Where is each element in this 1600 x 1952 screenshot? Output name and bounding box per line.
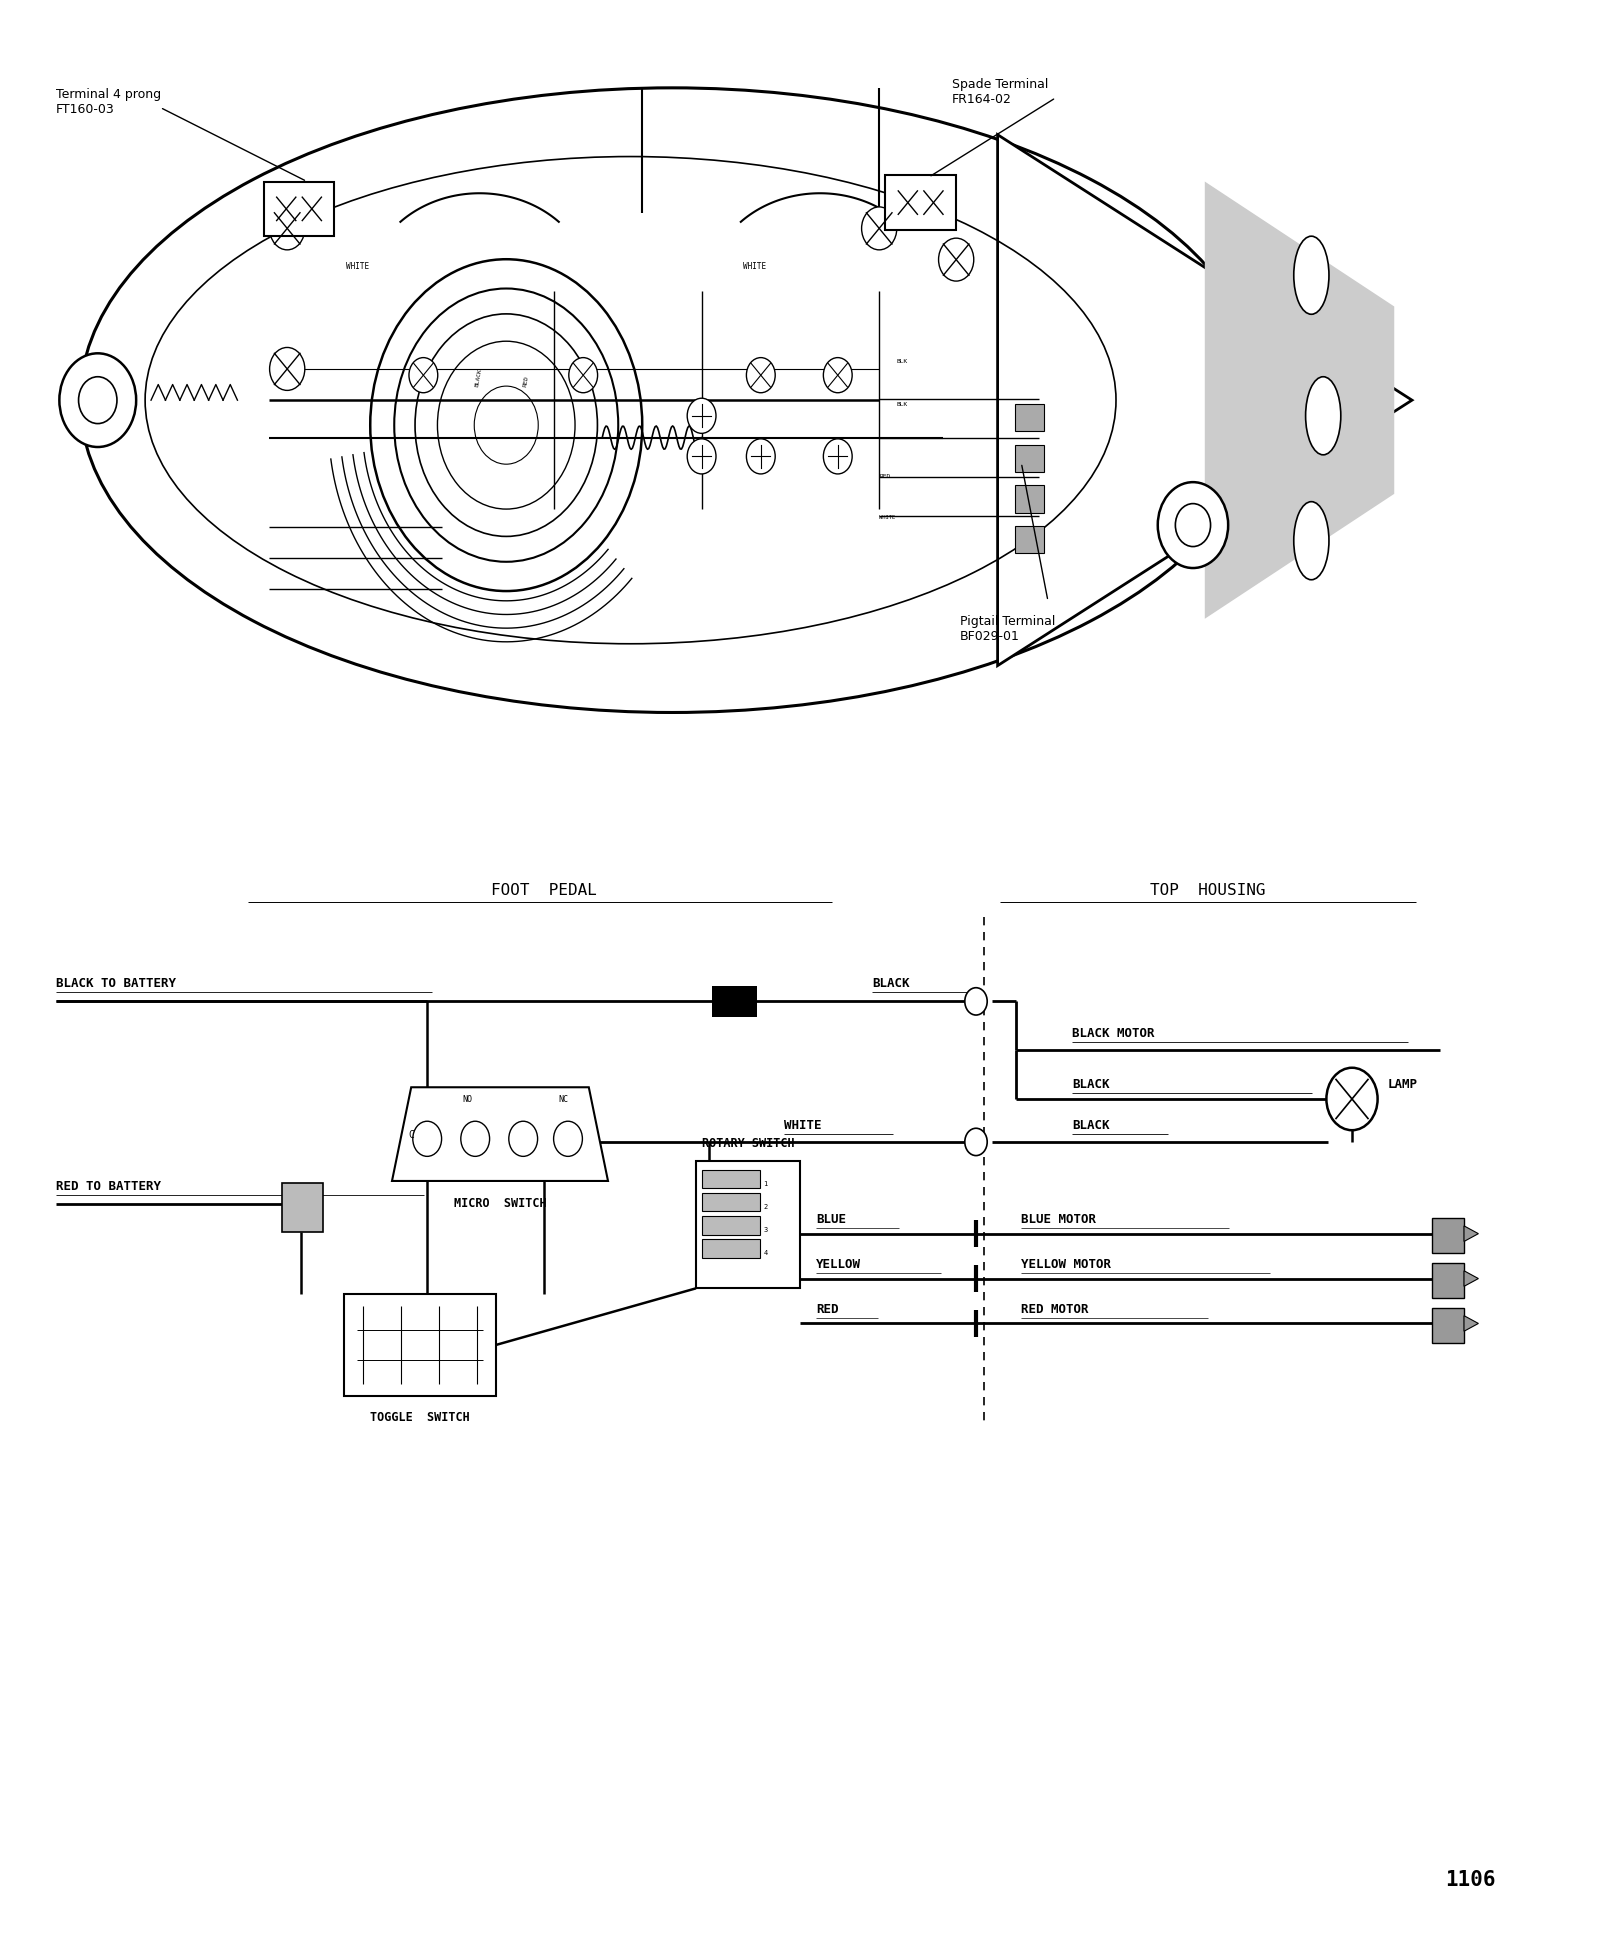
Text: MICRO  SWITCH: MICRO SWITCH bbox=[454, 1197, 546, 1210]
Text: WHITE: WHITE bbox=[880, 515, 896, 519]
Circle shape bbox=[746, 357, 774, 392]
Text: ROTARY SWITCH: ROTARY SWITCH bbox=[702, 1136, 794, 1150]
Text: NC: NC bbox=[558, 1095, 568, 1105]
Text: WHITE: WHITE bbox=[346, 262, 370, 271]
Bar bbox=[885, 176, 955, 230]
Circle shape bbox=[688, 439, 717, 474]
Circle shape bbox=[824, 439, 853, 474]
Text: RED TO BATTERY: RED TO BATTERY bbox=[56, 1179, 162, 1193]
Circle shape bbox=[1158, 482, 1229, 568]
Text: BLUE: BLUE bbox=[816, 1212, 846, 1226]
Circle shape bbox=[554, 1120, 582, 1156]
Circle shape bbox=[965, 1128, 987, 1156]
Text: TOGGLE  SWITCH: TOGGLE SWITCH bbox=[370, 1411, 470, 1425]
Circle shape bbox=[78, 377, 117, 424]
Bar bbox=[282, 1183, 323, 1232]
Bar bbox=[1016, 404, 1045, 431]
Circle shape bbox=[461, 1120, 490, 1156]
Text: TOP  HOUSING: TOP HOUSING bbox=[1150, 882, 1266, 898]
Text: WHITE: WHITE bbox=[742, 262, 766, 271]
Bar bbox=[702, 1193, 760, 1212]
Ellipse shape bbox=[1306, 377, 1341, 455]
Bar bbox=[712, 986, 757, 1017]
Text: NO: NO bbox=[462, 1095, 472, 1105]
Bar bbox=[264, 182, 334, 236]
Bar bbox=[702, 1169, 760, 1189]
Text: 2: 2 bbox=[763, 1204, 768, 1210]
Bar bbox=[1432, 1263, 1464, 1298]
Polygon shape bbox=[1464, 1226, 1478, 1241]
Text: YELLOW MOTOR: YELLOW MOTOR bbox=[1021, 1257, 1110, 1271]
Text: RED MOTOR: RED MOTOR bbox=[1021, 1302, 1088, 1316]
Circle shape bbox=[269, 347, 304, 390]
Text: BLACK TO BATTERY: BLACK TO BATTERY bbox=[56, 976, 176, 990]
Text: FOOT  PEDAL: FOOT PEDAL bbox=[491, 882, 597, 898]
Bar bbox=[344, 1294, 496, 1396]
Ellipse shape bbox=[1294, 236, 1330, 314]
Polygon shape bbox=[998, 135, 1413, 666]
Bar bbox=[1016, 525, 1045, 552]
Bar bbox=[702, 1216, 760, 1234]
Circle shape bbox=[570, 357, 597, 392]
Text: BLACK MOTOR: BLACK MOTOR bbox=[1072, 1027, 1155, 1040]
Text: 1106: 1106 bbox=[1445, 1870, 1496, 1890]
Circle shape bbox=[746, 439, 774, 474]
Text: 1: 1 bbox=[763, 1181, 768, 1187]
Text: BLACK: BLACK bbox=[872, 976, 909, 990]
Text: RED: RED bbox=[522, 375, 530, 386]
Circle shape bbox=[824, 357, 853, 392]
Text: 3: 3 bbox=[763, 1228, 768, 1234]
Circle shape bbox=[939, 238, 974, 281]
Text: YELLOW: YELLOW bbox=[816, 1257, 861, 1271]
Text: BLK: BLK bbox=[898, 359, 909, 363]
Bar bbox=[1432, 1308, 1464, 1343]
Circle shape bbox=[509, 1120, 538, 1156]
Polygon shape bbox=[1464, 1316, 1478, 1331]
Polygon shape bbox=[1464, 1271, 1478, 1286]
Bar bbox=[1016, 445, 1045, 472]
Circle shape bbox=[1176, 504, 1211, 547]
Bar bbox=[702, 1240, 760, 1257]
Text: C: C bbox=[408, 1130, 414, 1140]
Text: Pigtail Terminal
BF029-01: Pigtail Terminal BF029-01 bbox=[960, 615, 1056, 642]
Circle shape bbox=[688, 398, 717, 433]
Text: 4: 4 bbox=[763, 1251, 768, 1257]
Text: BLACK: BLACK bbox=[1072, 1118, 1109, 1132]
Circle shape bbox=[59, 353, 136, 447]
Bar bbox=[1432, 1218, 1464, 1253]
Text: WHITE: WHITE bbox=[784, 1118, 821, 1132]
Circle shape bbox=[413, 1120, 442, 1156]
Bar bbox=[1016, 486, 1045, 513]
Bar bbox=[696, 1161, 800, 1288]
Circle shape bbox=[410, 357, 438, 392]
Text: RED: RED bbox=[816, 1302, 838, 1316]
Ellipse shape bbox=[1294, 502, 1330, 580]
Circle shape bbox=[1326, 1068, 1378, 1130]
Text: Spade Terminal
FR164-02: Spade Terminal FR164-02 bbox=[952, 78, 1048, 105]
Text: BLK: BLK bbox=[898, 402, 909, 408]
Text: RED: RED bbox=[880, 474, 891, 480]
Text: BLUE MOTOR: BLUE MOTOR bbox=[1021, 1212, 1096, 1226]
Text: BLACK: BLACK bbox=[1072, 1078, 1109, 1091]
Text: Terminal 4 prong
FT160-03: Terminal 4 prong FT160-03 bbox=[56, 88, 162, 115]
Text: BLACK: BLACK bbox=[474, 367, 483, 386]
Polygon shape bbox=[1205, 182, 1394, 619]
Text: LAMP: LAMP bbox=[1387, 1078, 1418, 1091]
Ellipse shape bbox=[80, 88, 1264, 712]
Circle shape bbox=[965, 988, 987, 1015]
Polygon shape bbox=[392, 1087, 608, 1181]
Circle shape bbox=[269, 207, 304, 250]
Circle shape bbox=[861, 207, 898, 250]
